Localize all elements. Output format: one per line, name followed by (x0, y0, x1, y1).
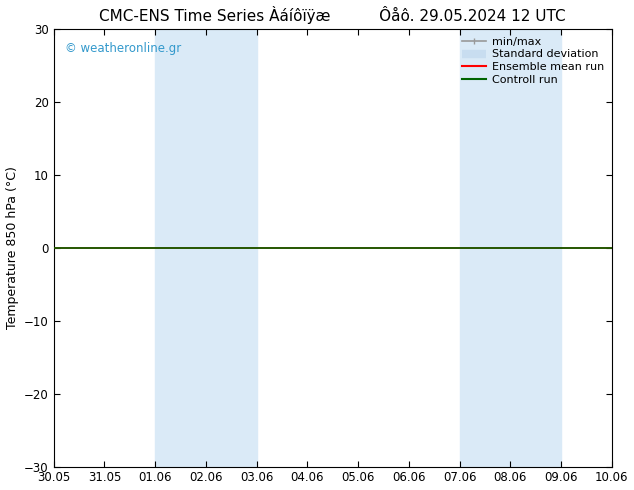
Bar (460, 29, 561, 466)
Legend: min/max, Standard deviation, Ensemble mean run, Controll run: min/max, Standard deviation, Ensemble me… (460, 34, 606, 87)
Bar (155, 29, 257, 466)
Text: © weatheronline.gr: © weatheronline.gr (65, 42, 181, 55)
Y-axis label: Temperature 850 hPa (°C): Temperature 850 hPa (°C) (6, 166, 18, 329)
Title: CMC-ENS Time Series Àáíôïÿæ          Ôåô. 29.05.2024 12 UTC: CMC-ENS Time Series Àáíôïÿæ Ôåô. 29.05.2… (100, 5, 566, 24)
